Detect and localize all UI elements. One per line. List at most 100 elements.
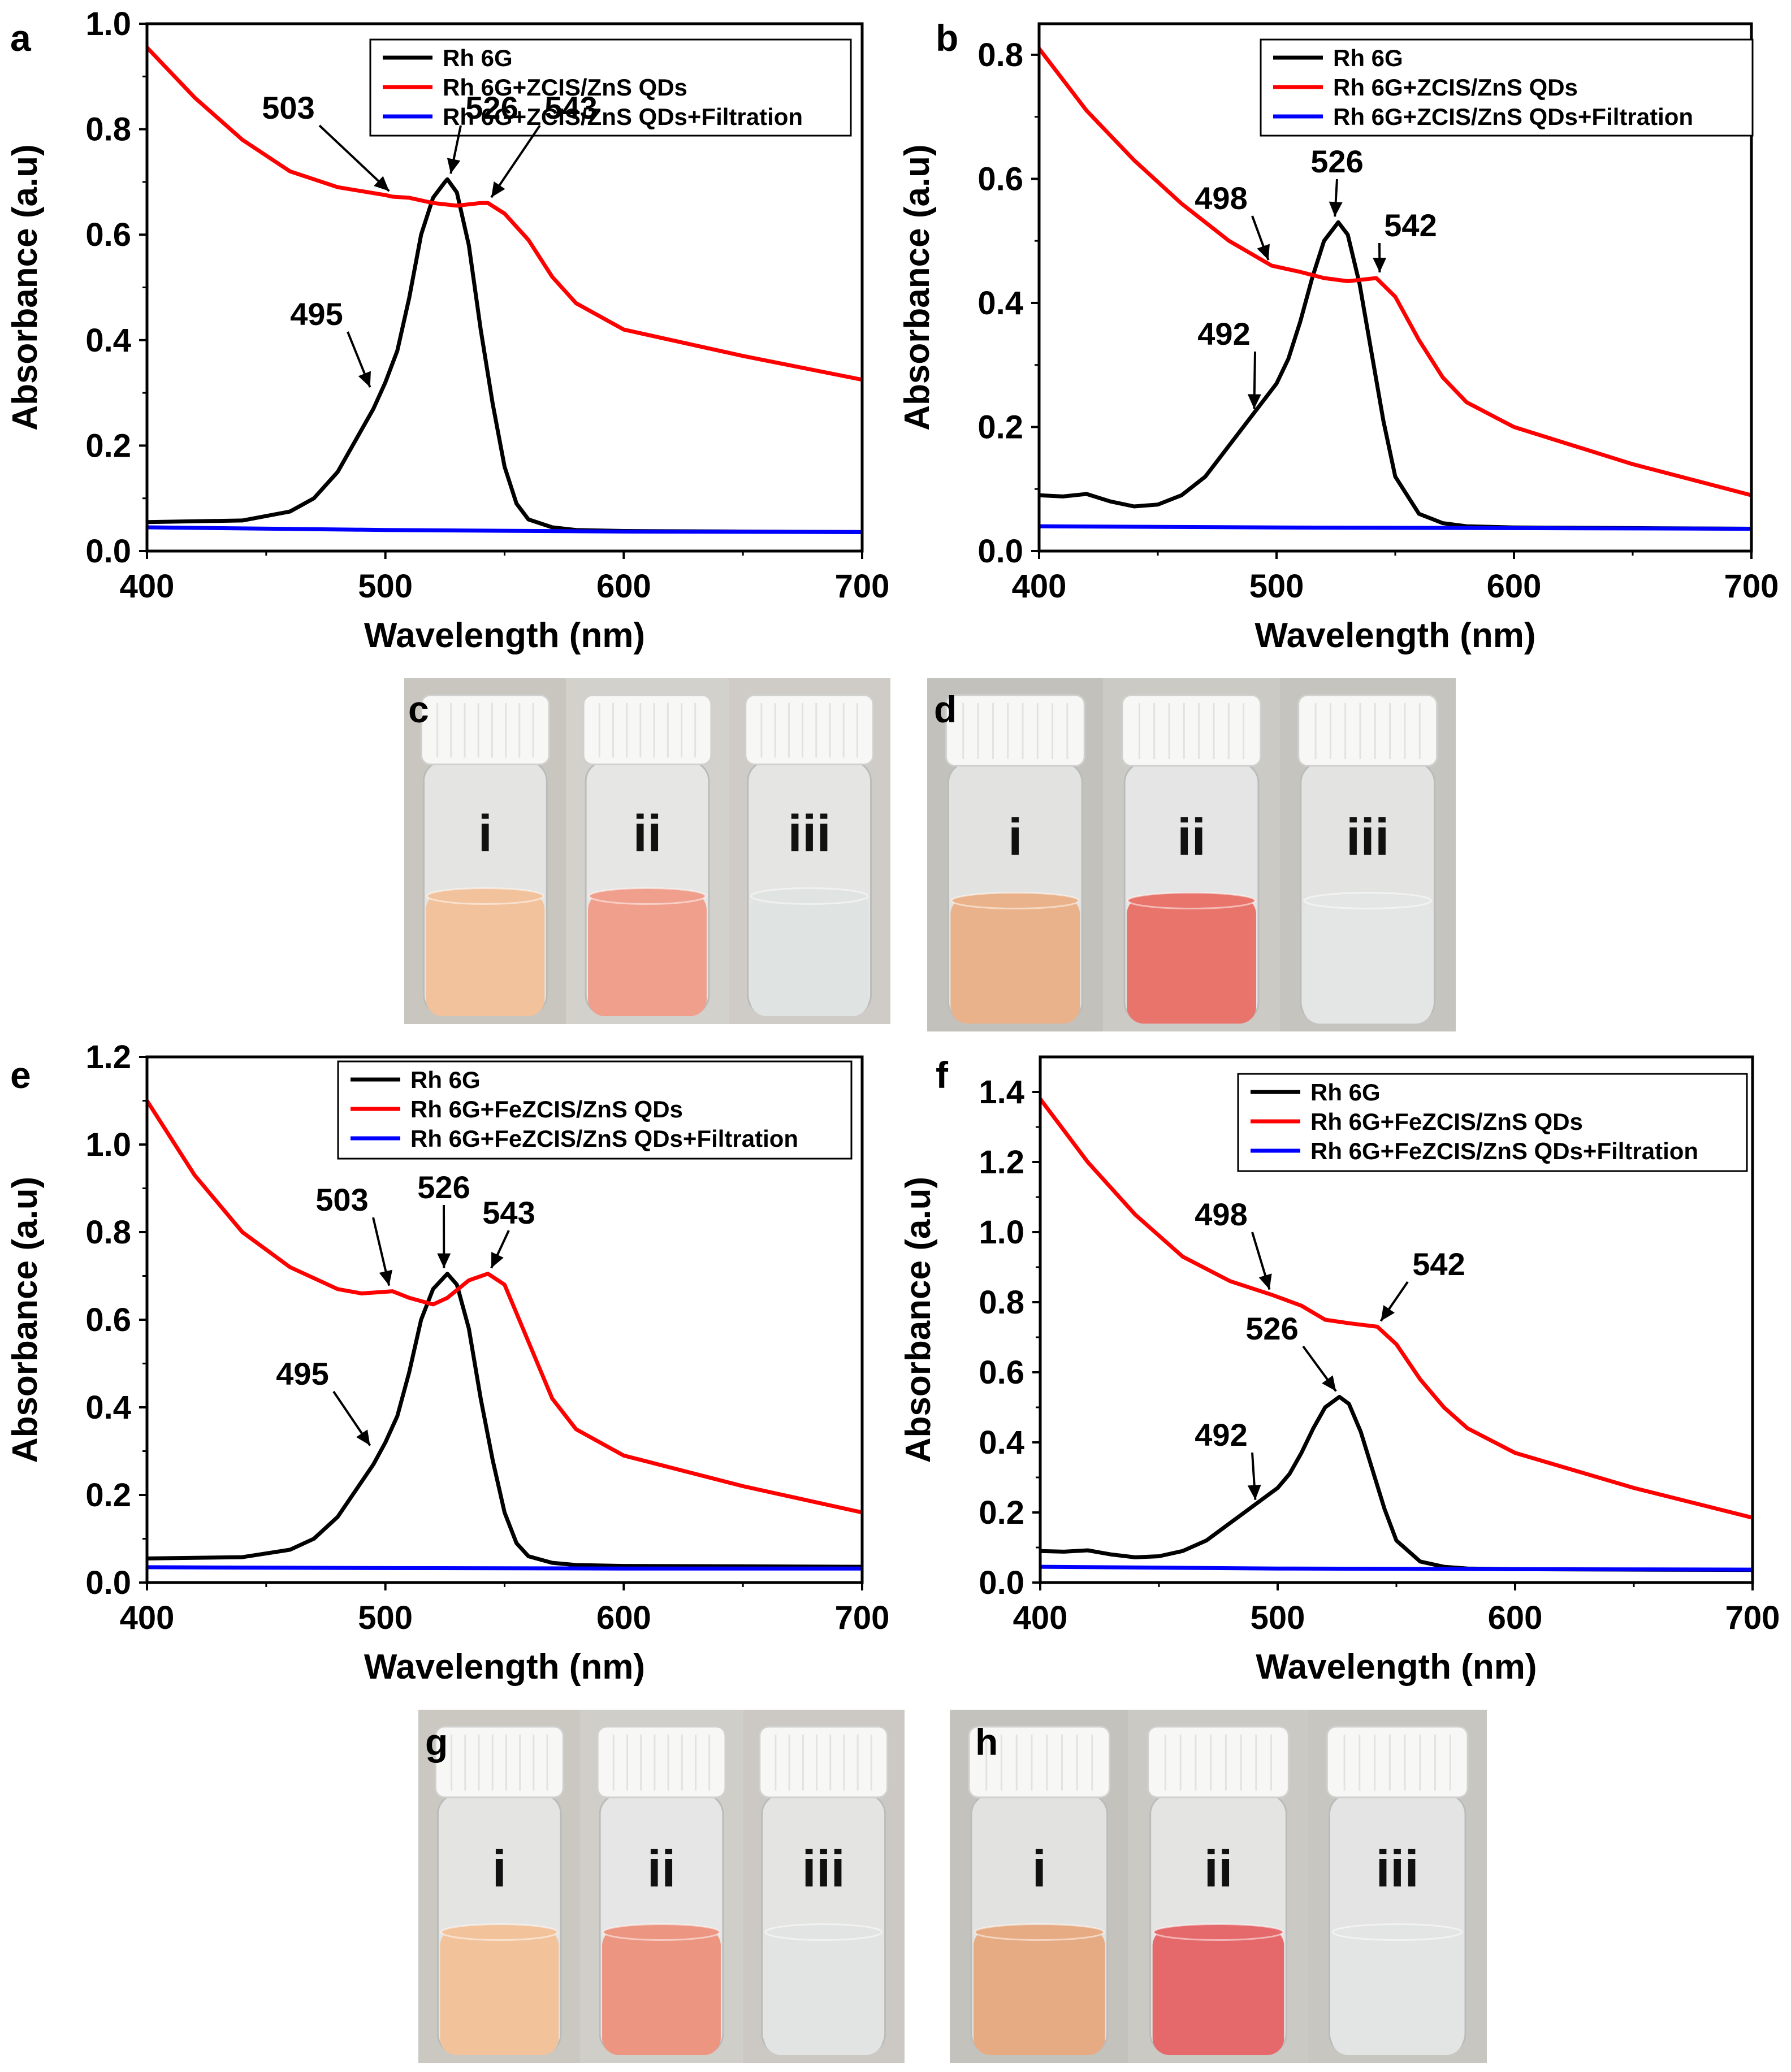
vial-cap	[1147, 1726, 1290, 1798]
y-axis-title: Absorbance (a.u)	[898, 144, 937, 430]
plot-frame	[1039, 1055, 1754, 1584]
y-tick-label: 0.0	[977, 533, 1023, 570]
annotation-arrowhead	[491, 181, 505, 198]
panel-letter-b: b	[936, 17, 958, 59]
peak-annotation-label: 495	[290, 296, 343, 332]
vial-cap	[968, 1726, 1111, 1798]
panel-letter-f: f	[936, 1054, 949, 1096]
peak-annotation-label: 526	[1245, 1311, 1298, 1346]
vial-label: i	[1032, 1840, 1047, 1898]
vial-cap	[420, 694, 550, 765]
panel-letter-d: d	[934, 688, 957, 730]
annotation-arrowhead	[1247, 1484, 1261, 1500]
annotation-arrowhead	[379, 1269, 393, 1286]
peak-annotation-label: 503	[315, 1182, 368, 1217]
legend-entry: Rh 6G	[443, 45, 513, 71]
vial-label: iii	[1346, 809, 1390, 866]
vial-liquid	[602, 1928, 721, 2055]
panel-letter-a: a	[10, 17, 32, 59]
liquid-meniscus	[1127, 892, 1256, 909]
vial-label: ii	[633, 805, 661, 862]
chart-panel-a: a 400 500 600 700 0.0 0.2 0.4 0.6 0.8 1.0 Wavelengt…	[6, 6, 889, 655]
annotation-arrowhead	[374, 176, 390, 192]
x-axis-title: Wavelength (nm)	[1256, 1648, 1537, 1687]
peak-annotation-label: 526	[1310, 144, 1363, 179]
x-axis-title: Wavelength (nm)	[364, 616, 645, 655]
series-line-2	[1040, 1564, 1753, 1572]
vial-liquid	[440, 1928, 559, 2055]
liquid-meniscus	[440, 1923, 559, 1941]
vial-liquid	[1331, 1928, 1463, 2055]
y-tick-label: 0.4	[85, 1389, 131, 1426]
vial-label: ii	[1204, 1840, 1232, 1898]
annotation-arrowhead	[1329, 201, 1343, 217]
vial-cap	[596, 1726, 726, 1798]
legend-box	[337, 1060, 853, 1160]
vial-ii: ii	[566, 678, 729, 1024]
liquid-meniscus	[1303, 892, 1433, 909]
y-tick-label: 0.8	[979, 1284, 1024, 1321]
peak-annotation-label: 543	[544, 90, 597, 125]
vial-liquid	[426, 892, 545, 1016]
y-tick-label: 0.2	[977, 409, 1023, 445]
peak-annotation-label: 543	[482, 1195, 535, 1230]
vial-label: i	[478, 805, 493, 862]
vial-cap	[945, 694, 1085, 767]
legend-box	[1260, 38, 1754, 137]
y-tick-label: 1.0	[85, 6, 131, 42]
vial-liquid	[950, 897, 1080, 1024]
y-tick-label: 0.6	[85, 1302, 131, 1338]
vial-liquid	[1152, 1928, 1284, 2055]
legend-entry: Rh 6G+ZCIS/ZnS QDs+Filtration	[443, 103, 803, 130]
annotation-arrowhead	[1258, 1273, 1272, 1290]
peak-annotation-label: 492	[1197, 316, 1250, 352]
vial-cap	[582, 694, 712, 765]
annotation-arrowhead	[1322, 1375, 1336, 1392]
legend-entry: Rh 6G+ZCIS/ZnS QDs+Filtration	[1333, 103, 1693, 130]
liquid-meniscus	[602, 1923, 721, 1941]
y-tick-label: 0.8	[85, 111, 131, 148]
y-tick-label: 0.8	[977, 37, 1023, 73]
x-tick-label: 700	[1725, 1599, 1780, 1636]
vial-iii: iii	[1308, 1710, 1487, 2063]
peak-annotation-label: 498	[1195, 1197, 1247, 1232]
plot-frame	[145, 22, 864, 553]
vial-label: iii	[802, 1840, 845, 1898]
legend-entry: Rh 6G	[1310, 1079, 1381, 1106]
y-axis-title: Absorbance (a.u)	[899, 1177, 938, 1463]
x-tick-label: 600	[596, 568, 651, 605]
vial-cap	[745, 694, 875, 765]
vial-iii: iii	[1279, 678, 1456, 1031]
vial-cap	[1326, 1726, 1469, 1798]
vial-label: ii	[1177, 809, 1206, 866]
annotation-arrowhead	[356, 1429, 370, 1446]
vial-cap	[434, 1726, 564, 1798]
plot-frame	[1037, 22, 1753, 553]
y-axis-title: Absorbance (a.u)	[6, 144, 45, 430]
x-tick-label: 600	[1487, 568, 1542, 605]
x-tick-label: 400	[120, 1599, 175, 1636]
chart-panel-e: e 400 500 600 700 0.0 0.2 0.4 0.6 0.8 1.0 1.2 Wavele…	[6, 1039, 889, 1687]
chart-panel-f: f 400 500 600 700 0.0 0.2 0.4 0.6 0.8 1.0 1.2 1.4 Wav…	[899, 1054, 1780, 1687]
y-tick-label: 0.2	[979, 1494, 1024, 1531]
vial-liquid	[974, 1928, 1105, 2055]
peak-annotation-label: 495	[276, 1356, 328, 1392]
peak-annotation-label: 542	[1384, 207, 1437, 243]
x-tick-label: 500	[1249, 568, 1304, 605]
legend-entry: Rh 6G+FeZCIS/ZnS QDs+Filtration	[1310, 1138, 1698, 1164]
annotation-arrowhead	[491, 1251, 504, 1268]
x-tick-label: 700	[835, 568, 890, 605]
annotation-arrowhead	[1247, 394, 1261, 409]
series-line-1	[145, 1099, 863, 1515]
legend-box	[1237, 1073, 1748, 1172]
liquid-meniscus	[764, 1923, 883, 1941]
legend-box	[369, 38, 852, 137]
x-tick-label: 700	[1724, 568, 1779, 605]
liquid-meniscus	[588, 887, 707, 905]
vial-ii: ii	[580, 1710, 743, 2063]
x-tick-label: 600	[1488, 1599, 1543, 1636]
annotation-arrow	[318, 124, 390, 192]
